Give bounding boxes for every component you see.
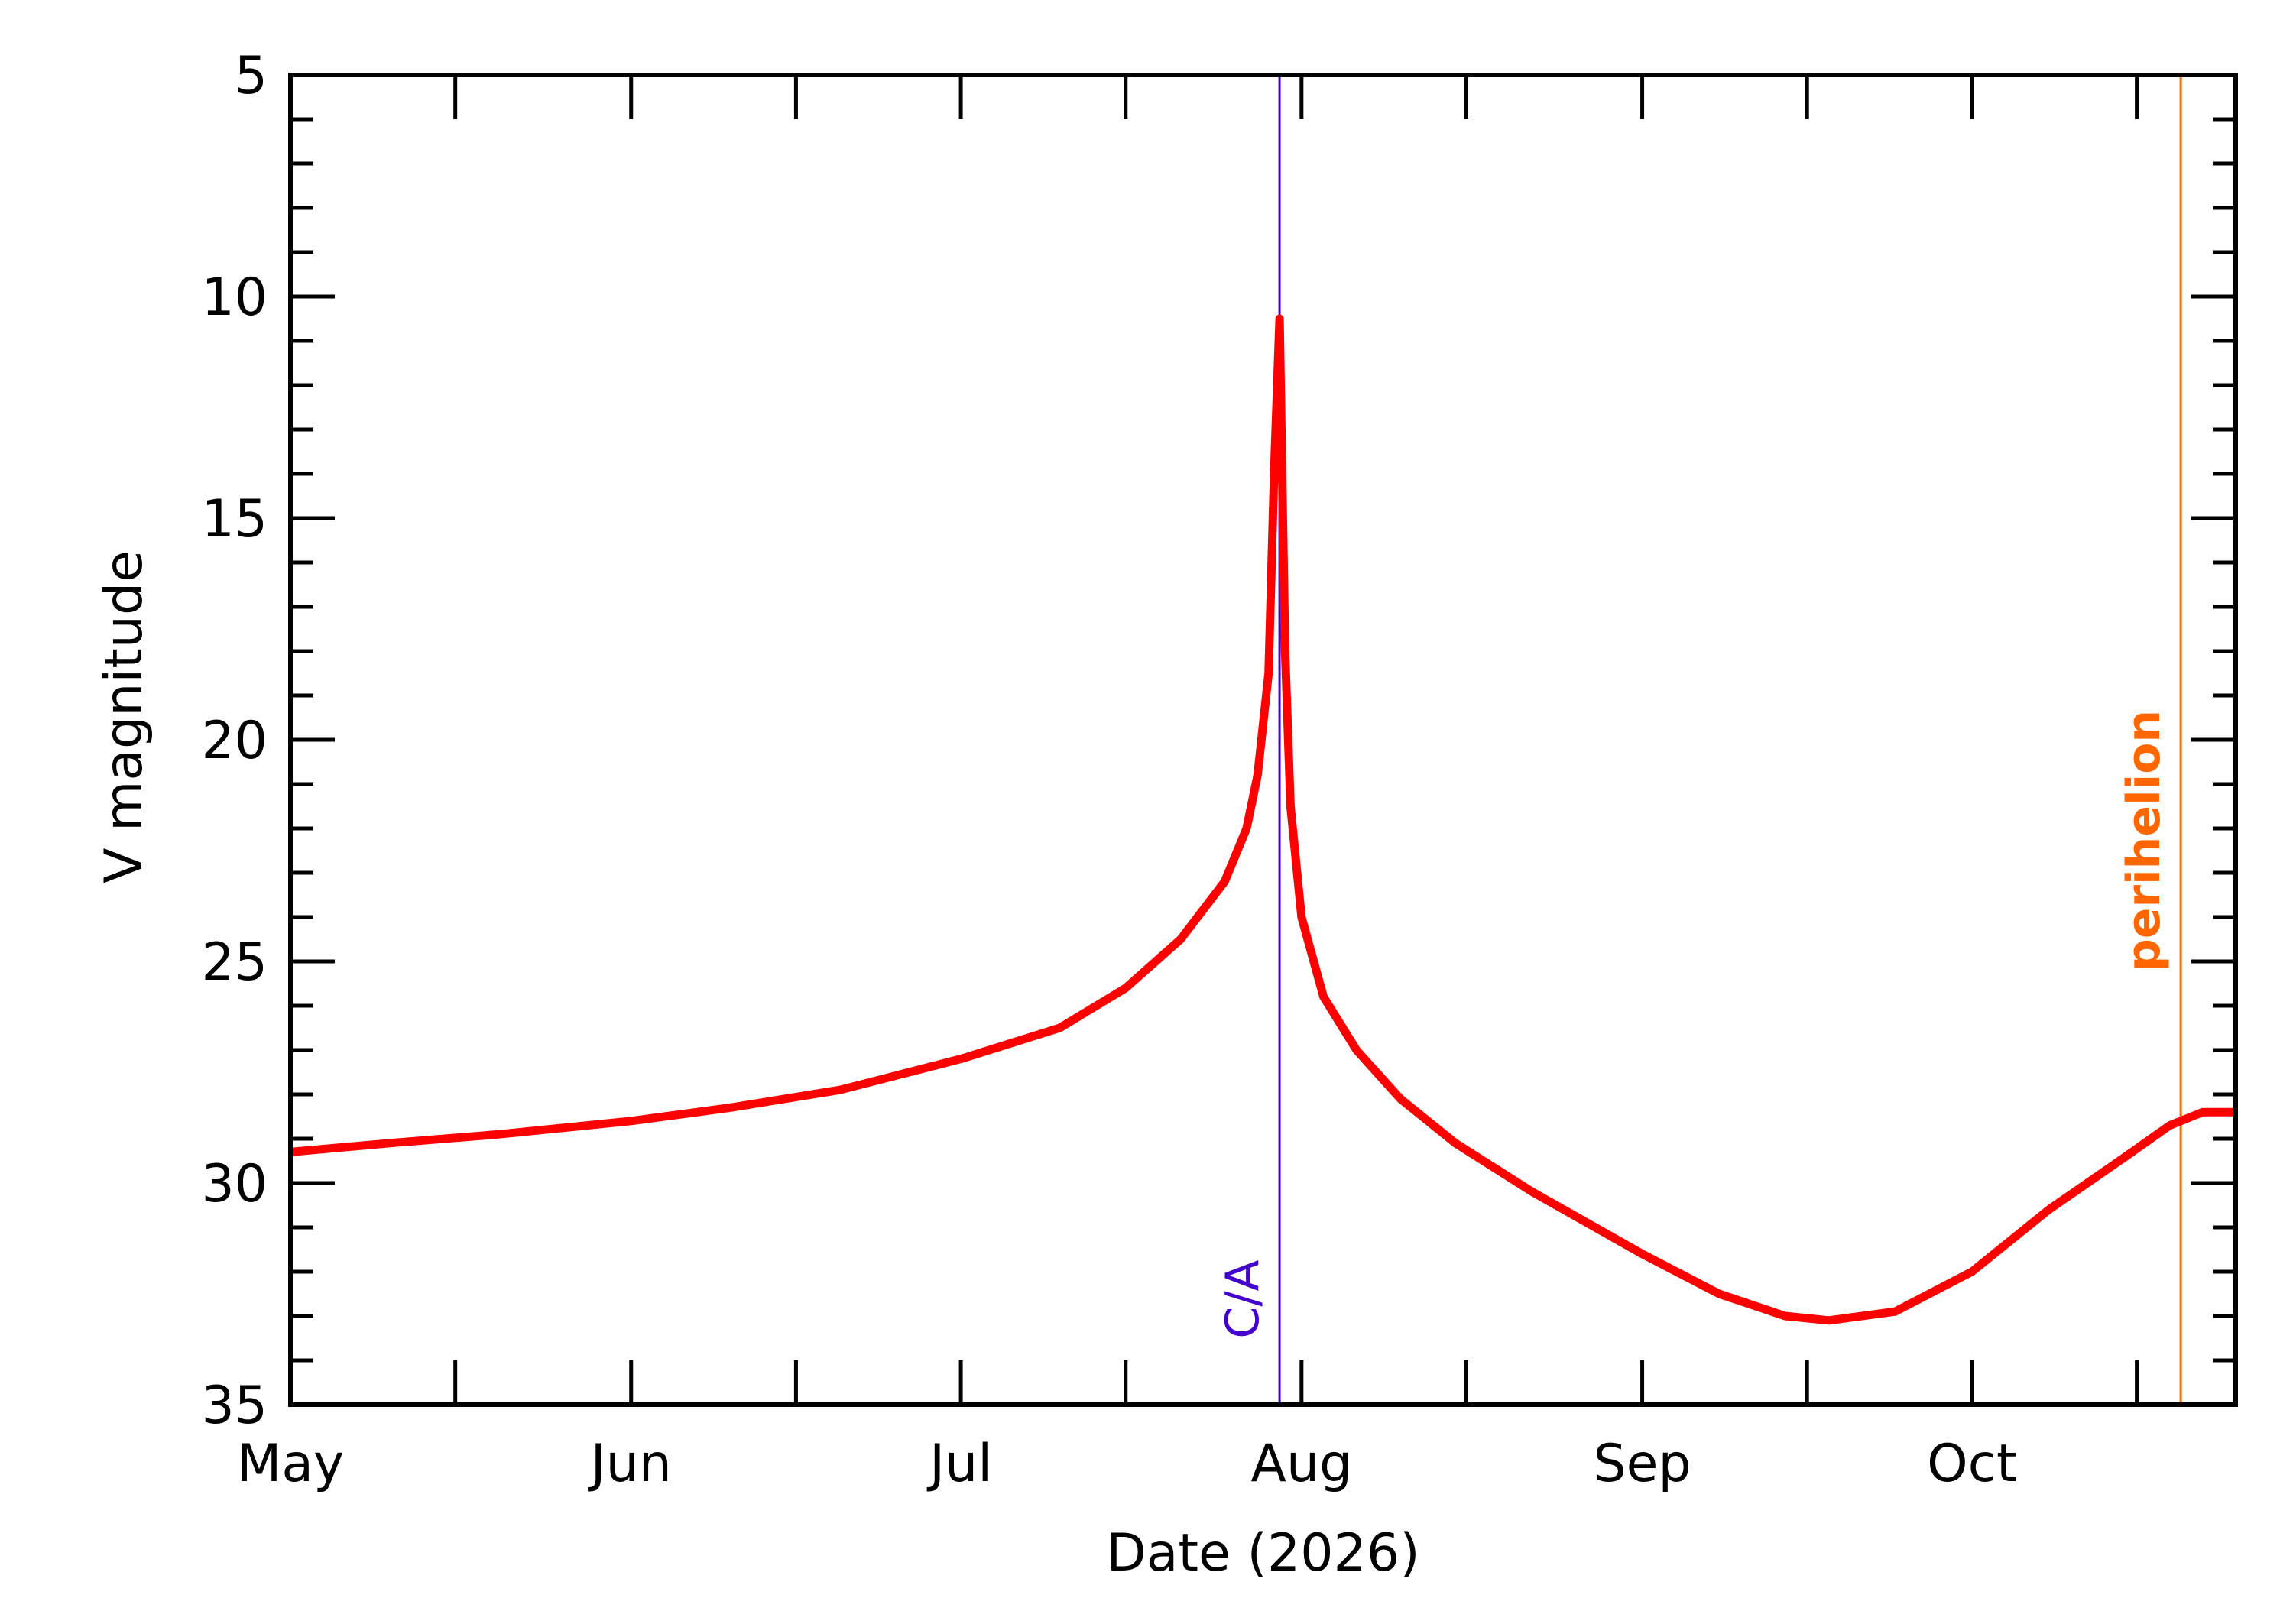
y-tick-label: 5 — [235, 46, 268, 106]
axis-ticks — [290, 73, 2236, 1407]
x-tick-label-aug: Aug — [1250, 1434, 1352, 1494]
series-line-0 — [290, 314, 2236, 1325]
x-tick-label-jun: Jun — [588, 1434, 672, 1494]
x-tick-label-jul: Jul — [926, 1434, 992, 1494]
plot-frame — [288, 73, 2238, 1407]
y-axis-label: V magnitude — [94, 550, 154, 883]
c-a-marker-label: C/A — [1216, 1259, 1270, 1338]
magnitude-series — [290, 314, 2236, 1325]
perihelion-marker-label: perihelion — [2117, 710, 2171, 971]
y-tick-label: 35 — [201, 1376, 268, 1436]
y-tick-label: 25 — [201, 932, 268, 993]
annotation-lines: C/A perihelion — [1216, 75, 2182, 1405]
x-axis-label: Date (2026) — [1106, 1523, 1419, 1583]
y-tick-label: 30 — [201, 1154, 268, 1214]
x-tick-label-oct: Oct — [1927, 1434, 2017, 1494]
y-tick-label: 20 — [201, 711, 268, 771]
x-tick-label-sep: Sep — [1593, 1434, 1691, 1494]
y-tick-label: 15 — [201, 489, 268, 549]
x-tick-label-may: May — [237, 1434, 345, 1494]
y-tick-label: 10 — [201, 267, 268, 328]
